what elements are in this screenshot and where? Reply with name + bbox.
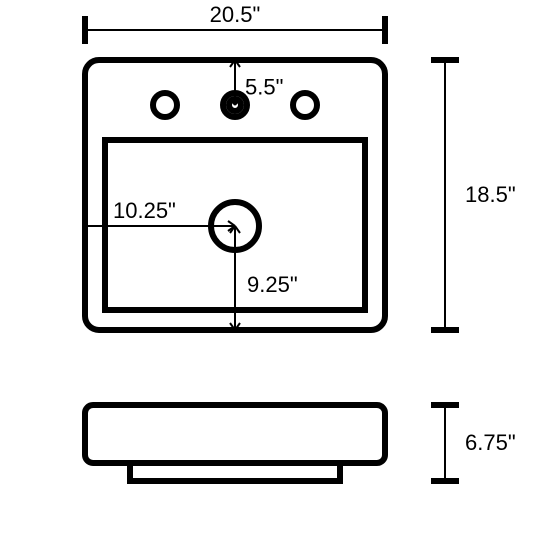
sink-dimension-diagram: 20.5" 18.5" 5.5" 10.25" 9.25" 6.75" [0, 0, 550, 550]
side-view-body [85, 405, 385, 463]
label-width-top: 20.5" [210, 2, 261, 27]
label-drain-from-bottom: 9.25" [247, 272, 298, 297]
label-side-height: 6.75" [465, 430, 516, 455]
label-faucet-to-top: 5.5" [245, 75, 283, 100]
faucet-hole-right [293, 93, 317, 117]
dim-height-right: 18.5" [431, 60, 516, 330]
faucet-hole-left [153, 93, 177, 117]
dim-side-height: 6.75" [431, 405, 516, 481]
label-drain-from-left: 10.25" [113, 198, 176, 223]
dim-drain-from-bottom: 9.25" [230, 226, 298, 330]
dim-width-top: 20.5" [85, 2, 385, 44]
label-height-right: 18.5" [465, 182, 516, 207]
